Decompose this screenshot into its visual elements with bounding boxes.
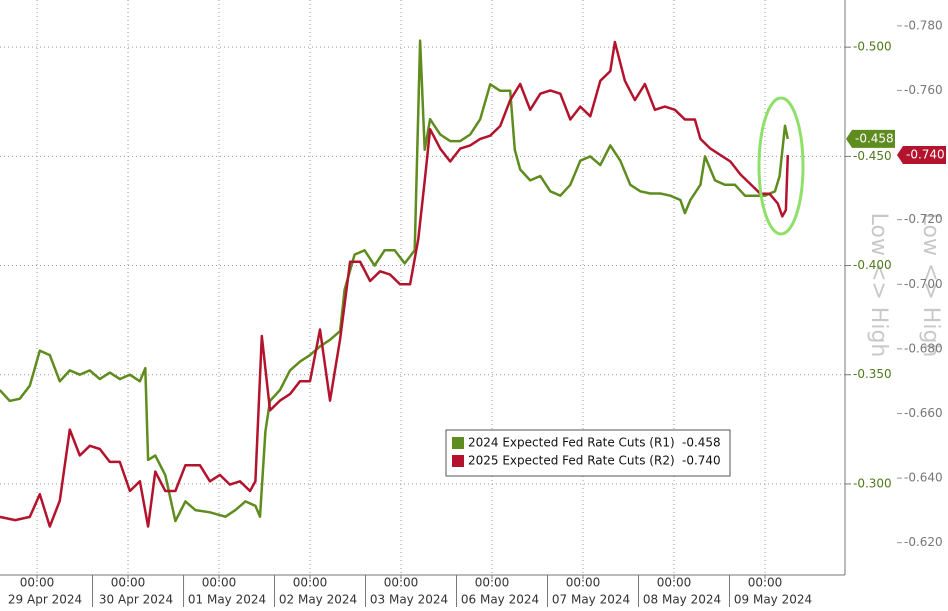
x-tick-label: 00:00 [566,576,601,590]
x-date-label: 09 May 2024 [734,593,812,607]
y-axis-label: Low <> High [866,213,891,358]
x-date-label: 06 May 2024 [461,593,539,607]
value-tag-label: -0.458 [855,131,894,145]
value-tag [897,146,946,165]
x-date-label: 02 May 2024 [279,593,357,607]
x-tick-label: 00:00 [475,576,510,590]
y2-tick-label: -0.700 [904,277,943,291]
value-tag [846,129,895,148]
series-line [0,40,790,528]
x-date-label: 03 May 2024 [370,593,448,607]
legend-swatch [452,437,464,449]
legend: 2024 Expected Fed Rate Cuts (R1) -0.458 20… [445,429,731,477]
x-tick-label: 00:00 [748,576,783,590]
legend-box [445,429,731,477]
x-tick-label: 00:00 [20,576,55,590]
x-date-label: 08 May 2024 [643,593,721,607]
legend-swatch [452,455,464,467]
y-tick-label: -0.400 [853,258,892,272]
plot [0,39,790,528]
x-tick-label: 00:00 [111,576,146,590]
x-date-label: 07 May 2024 [552,593,630,607]
y2-tick-label: -0.760 [904,83,943,97]
series-line [0,39,790,523]
legend-label: 2025 Expected Fed Rate Cuts (R2) [468,454,675,468]
x-date-label: 01 May 2024 [188,593,266,607]
y2-tick-label: -0.720 [904,212,943,226]
y-tick-label: -0.300 [853,476,892,490]
legend-value: -0.458 [682,436,721,450]
legend-label: 2024 Expected Fed Rate Cuts (R1) [468,436,675,450]
x-tick-label: 00:00 [384,576,419,590]
y2-axis-label: Low <> High [918,213,943,358]
x-tick-label: 00:00 [657,576,692,590]
x-date-label: 29 Apr 2024 [8,593,82,607]
highlight-ellipse [757,96,805,236]
y-tick-label: -0.350 [853,367,892,381]
y2-tick-label: -0.780 [904,18,943,32]
y2-tick-label: -0.660 [904,406,943,420]
y2-tick-label: -0.680 [904,341,943,355]
x-date-label: 30 Apr 2024 [99,593,173,607]
y-tick-label: -0.450 [853,149,892,163]
y-tick-label: -0.500 [853,40,892,54]
x-tick-label: 00:00 [202,576,237,590]
y2-tick-label: -0.640 [904,471,943,485]
legend-value: -0.740 [682,454,721,468]
x-tick-label: 00:00 [293,576,328,590]
value-tag-label: -0.740 [906,148,945,162]
y2-tick-label: -0.620 [904,535,943,549]
